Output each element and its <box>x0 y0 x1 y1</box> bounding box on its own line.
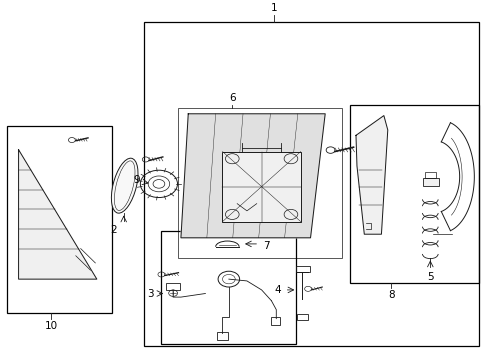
Text: 8: 8 <box>387 290 394 300</box>
Polygon shape <box>355 116 387 234</box>
Bar <box>349 105 478 283</box>
Bar <box>222 152 300 222</box>
Text: 4: 4 <box>274 285 281 295</box>
Bar <box>7 126 112 313</box>
Bar <box>295 266 309 272</box>
Ellipse shape <box>111 158 138 213</box>
Bar <box>425 172 435 179</box>
Text: 9: 9 <box>133 175 140 185</box>
Text: 3: 3 <box>147 288 154 298</box>
Text: 1: 1 <box>270 3 277 13</box>
Bar <box>216 332 228 340</box>
Bar <box>296 314 307 320</box>
Bar <box>144 22 478 346</box>
Bar <box>271 317 280 325</box>
Polygon shape <box>181 114 325 238</box>
Text: 5: 5 <box>426 272 433 282</box>
Bar <box>178 108 342 257</box>
Bar <box>422 178 438 186</box>
Text: 10: 10 <box>45 321 58 331</box>
Bar <box>166 283 180 290</box>
Text: 2: 2 <box>110 225 117 235</box>
Text: 7: 7 <box>263 241 269 251</box>
Bar <box>161 231 295 344</box>
Polygon shape <box>19 150 97 279</box>
Text: 6: 6 <box>228 93 235 103</box>
Ellipse shape <box>114 161 135 211</box>
